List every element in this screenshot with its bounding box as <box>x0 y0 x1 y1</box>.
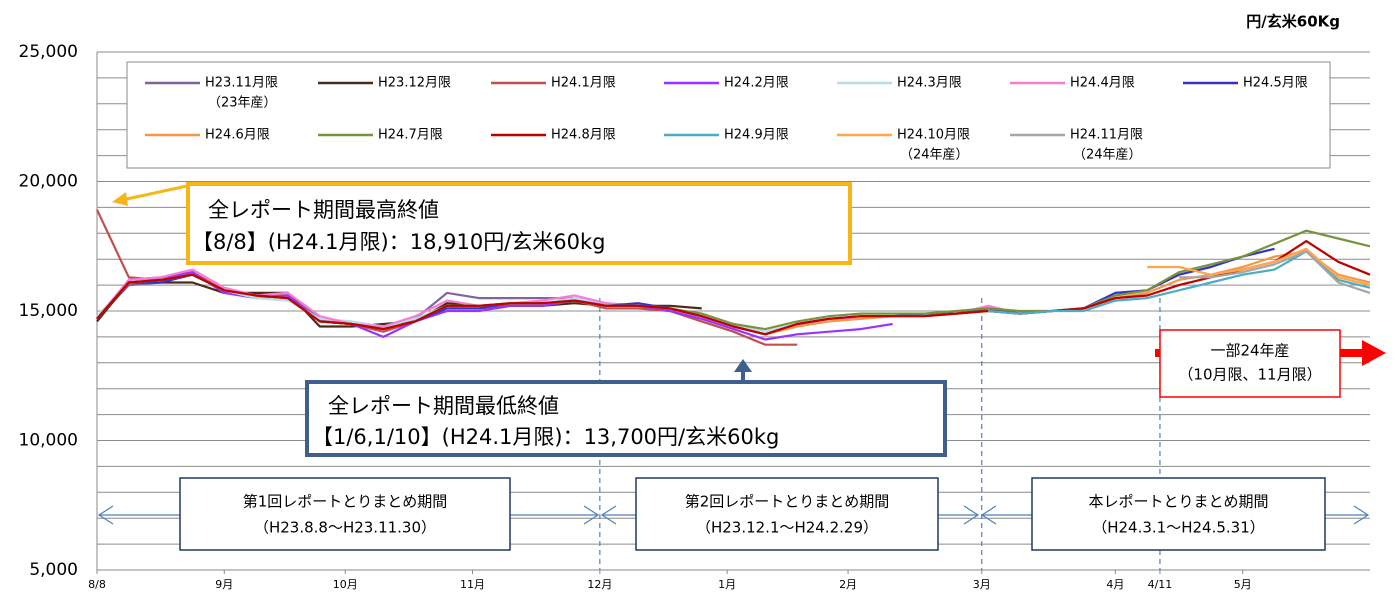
legend-label: H24.11月限 <box>1070 128 1143 143</box>
legend-label: H24.1月限 <box>551 76 616 91</box>
x-tick-label: 4/11 <box>1148 578 1173 591</box>
period-arrow-head <box>97 505 600 525</box>
x-tick-label: 9月 <box>215 578 233 591</box>
legend-label: H23.12月限 <box>378 76 451 91</box>
period-title: 本レポートとりまとめ期間 <box>1088 493 1268 511</box>
period-arrow-head <box>600 505 980 525</box>
high-arrow-head <box>112 192 128 206</box>
period-box <box>635 477 939 551</box>
legend-label: H24.4月限 <box>1070 76 1135 91</box>
period-detail: （H23.8.8～H23.11.30） <box>254 519 436 537</box>
legend-label: H24.7月限 <box>378 128 443 143</box>
x-tick-label: 8/8 <box>88 578 106 591</box>
period-box <box>179 477 511 551</box>
y-tick-label: 25,000 <box>19 42 78 62</box>
new-crop-box <box>1159 329 1341 398</box>
high-detail: 【8/8】(H24.1月限)：18,910円/玄米60kg <box>192 230 606 254</box>
x-tick-label: 10月 <box>333 578 358 591</box>
low-box <box>305 380 947 457</box>
legend-label: H24.10月限 <box>897 128 970 143</box>
legend-note: （24年産） <box>1073 147 1142 163</box>
legend-note: （24年産） <box>900 147 969 163</box>
period-detail: （H23.12.1～H24.2.29） <box>696 519 878 537</box>
y-tick-label: 5,000 <box>29 560 78 580</box>
series-line <box>1179 250 1371 294</box>
series-line <box>96 240 1371 336</box>
legend-label: H24.9月限 <box>724 128 789 143</box>
high-box <box>186 182 852 265</box>
period-arrow-head <box>980 505 1370 525</box>
legend-label: H24.2月限 <box>724 76 789 91</box>
x-tick-label: 11月 <box>460 578 485 591</box>
y-tick-label: 20,000 <box>19 172 78 192</box>
low-detail: 【1/6,1/10】(H24.1月限)：13,700円/玄米60kg <box>312 425 779 449</box>
legend-box <box>126 61 1331 169</box>
new-crop-detail: （10月限、11月限） <box>1178 366 1321 384</box>
low-arrow-head <box>734 359 752 372</box>
period-detail: （H24.3.1～H24.5.31） <box>1092 519 1265 537</box>
legend-label: H24.6月限 <box>205 128 270 143</box>
low-title: 全レポート期間最低終値 <box>328 394 559 418</box>
new-crop-arrow-head <box>1362 340 1386 366</box>
legend-note: （23年産） <box>208 95 277 111</box>
x-tick-label: 12月 <box>587 578 612 591</box>
legend-label: H23.11月限 <box>205 76 278 91</box>
period-title: 第1回レポートとりまとめ期間 <box>243 493 448 511</box>
x-tick-label: 5月 <box>1234 578 1252 591</box>
legend-label: H24.5月限 <box>1243 76 1308 91</box>
x-tick-label: 4月 <box>1106 578 1124 591</box>
y-tick-label: 10,000 <box>19 431 78 451</box>
new-crop-title: 一部24年産 <box>1210 342 1289 360</box>
legend-label: H24.3月限 <box>897 76 962 91</box>
period-title: 第2回レポートとりまとめ期間 <box>685 493 890 511</box>
x-tick-label: 1月 <box>718 578 736 591</box>
high-title: 全レポート期間最高終値 <box>208 198 439 222</box>
series-line <box>1147 247 1371 287</box>
unit-label: 円/玄米60Kg <box>1246 13 1340 31</box>
series-line <box>988 250 1371 315</box>
high-arrow <box>121 184 188 202</box>
x-tick-label: 2月 <box>839 578 857 591</box>
x-tick-label: 3月 <box>973 578 991 591</box>
legend-label: H24.8月限 <box>551 128 616 143</box>
period-box <box>1031 477 1326 551</box>
series-line <box>96 271 893 341</box>
y-tick-label: 15,000 <box>19 301 78 321</box>
